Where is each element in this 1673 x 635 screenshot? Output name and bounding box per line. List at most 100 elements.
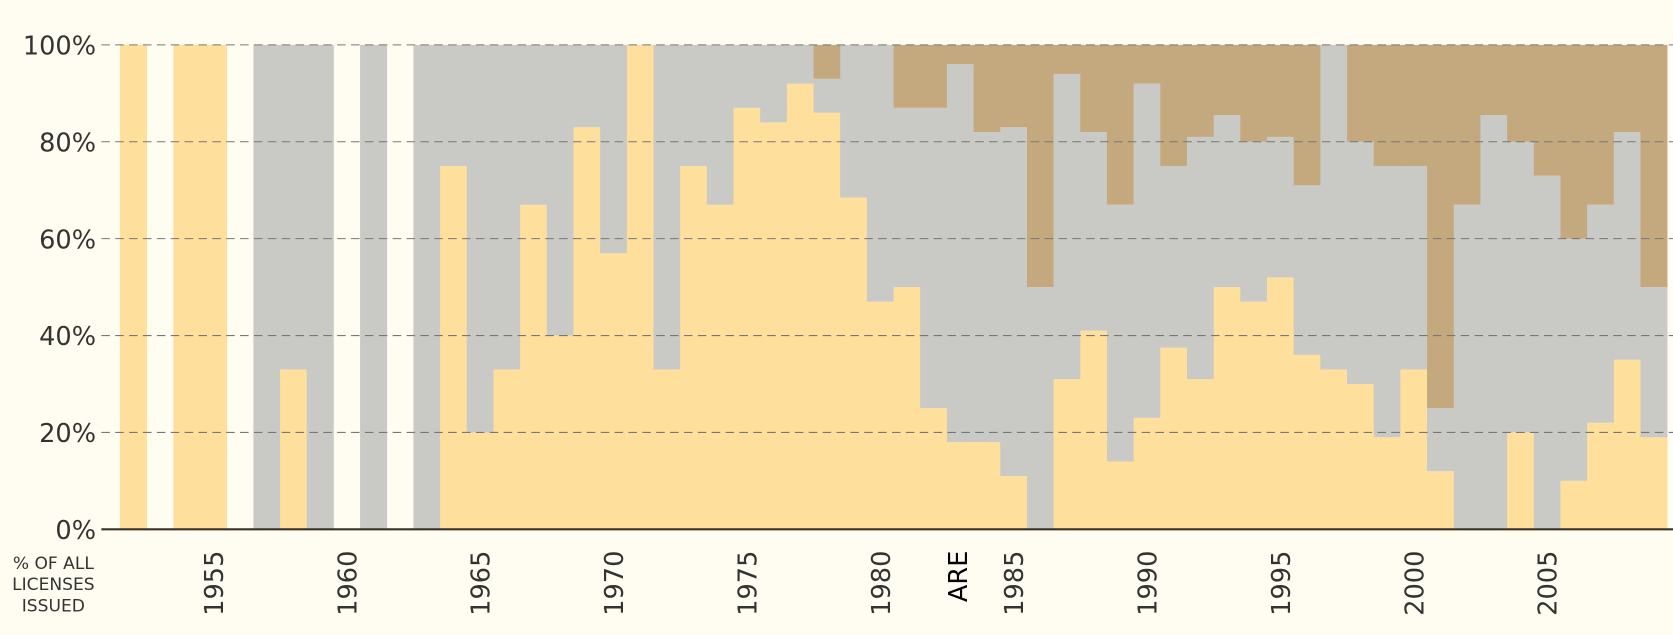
bar-segment: [440, 165, 468, 530]
bar-segment: [920, 408, 948, 530]
bar-segment: [1507, 432, 1535, 530]
bar-segment: [440, 44, 468, 166]
x-tick-label: 2005: [1534, 551, 1564, 616]
bar-segment: [1293, 44, 1321, 186]
bar-segment: [1000, 127, 1028, 477]
bar-segment: [1080, 44, 1108, 133]
bar-segment: [1186, 44, 1214, 137]
bar-segment: [253, 44, 281, 530]
bar-segment: [1533, 175, 1561, 530]
bar-segment: [733, 44, 761, 108]
bar-segment: [1400, 165, 1428, 370]
bar-segment: [1026, 287, 1054, 530]
bar-segment: [1373, 44, 1401, 166]
x-tick-label: 1965: [467, 551, 497, 616]
y-tick-label: 80%: [39, 128, 96, 158]
bar-segment: [866, 301, 894, 530]
bar-segment: [1240, 301, 1268, 530]
bar-segment: [1347, 141, 1375, 384]
annotation: ARE: [944, 551, 974, 602]
bar-segment: [1560, 480, 1588, 530]
bar-segment: [306, 44, 334, 530]
bar-segment: [1267, 277, 1295, 530]
bar-segment: [1106, 44, 1134, 205]
grid: 0% 20% 40% 60% 80% 100% 1955 1960 1965 1970 1975 19…: [23, 31, 1673, 616]
bar-segment: [1373, 165, 1401, 438]
bar-segment: [1453, 204, 1481, 530]
x-tick-label: 1970: [600, 551, 630, 616]
bar-segment: [1267, 136, 1295, 278]
bar-segment: [1133, 83, 1161, 418]
bar-segment: [840, 44, 868, 198]
bar-segment: [973, 442, 1001, 530]
bar-segment: [573, 44, 601, 128]
y-tick-label: 0%: [55, 516, 96, 546]
bar-segment: [1267, 44, 1295, 137]
bar-segment: [1000, 44, 1028, 128]
x-tick-label: 1980: [867, 551, 897, 616]
bar-segment: [1640, 287, 1668, 438]
bar-segment: [946, 44, 974, 65]
bar-segment: [1613, 132, 1641, 360]
bar-segment: [1560, 238, 1588, 481]
y-tick-label: 100%: [23, 31, 96, 61]
bar-segment: [706, 204, 734, 530]
bar-segment: [1507, 141, 1535, 433]
bars: [120, 44, 1668, 530]
bar-segment: [1613, 44, 1641, 133]
bar-segment: [1160, 165, 1188, 348]
bar-segment: [1480, 115, 1508, 530]
bar-segment: [1320, 369, 1348, 530]
bar-segment: [893, 107, 921, 288]
bar-segment: [600, 253, 628, 530]
bar-segment: [893, 44, 921, 108]
bar-segment: [866, 44, 894, 302]
bar-segment: [1347, 44, 1375, 142]
bar-segment: [1293, 354, 1321, 530]
bar-segment: [813, 112, 841, 530]
bar-segment: [680, 44, 708, 166]
bar-segment: [946, 442, 974, 530]
bar-segment: [653, 369, 681, 530]
bar-segment: [1400, 369, 1428, 530]
bar-segment: [280, 44, 308, 370]
bar-segment: [1533, 44, 1561, 176]
bar-segment: [1213, 287, 1241, 530]
y-axis-label: % OF ALL LICENSES ISSUED: [12, 552, 95, 616]
bar-segment: [520, 44, 548, 205]
bar-segment: [1053, 44, 1081, 74]
x-tick-label: 1960: [333, 551, 363, 616]
bar-segment: [520, 204, 548, 530]
bar-segment: [1160, 347, 1188, 530]
bar-segment: [1240, 141, 1268, 302]
bar-segment: [733, 107, 761, 530]
bar-segment: [893, 287, 921, 530]
bar-segment: [173, 44, 201, 530]
bar-segment: [360, 44, 388, 530]
bar-segment: [1293, 185, 1321, 355]
y-tick-label: 60%: [39, 225, 96, 255]
bar-segment: [1053, 73, 1081, 380]
bar-segment: [1400, 44, 1428, 166]
bar-segment: [413, 44, 441, 530]
bar-segment: [786, 44, 814, 84]
bar-segment: [1106, 204, 1134, 462]
bar-segment: [1240, 44, 1268, 142]
bar-segment: [920, 44, 948, 108]
bar-segment: [1373, 437, 1401, 530]
bar-segment: [1320, 44, 1348, 370]
bar-segment: [1587, 204, 1615, 423]
bar-segment: [1613, 359, 1641, 530]
bar-segment: [973, 132, 1001, 443]
bar-segment: [1507, 44, 1535, 142]
y-tick-label: 20%: [39, 419, 96, 449]
bar-segment: [1053, 379, 1081, 530]
bar-segment: [493, 44, 521, 370]
bar-segment: [600, 44, 628, 254]
bar-segment: [1453, 44, 1481, 205]
bar-segment: [920, 107, 948, 409]
x-tick-label: 1995: [1267, 551, 1297, 616]
bar-segment: [813, 78, 841, 113]
bar-segment: [1186, 379, 1214, 530]
